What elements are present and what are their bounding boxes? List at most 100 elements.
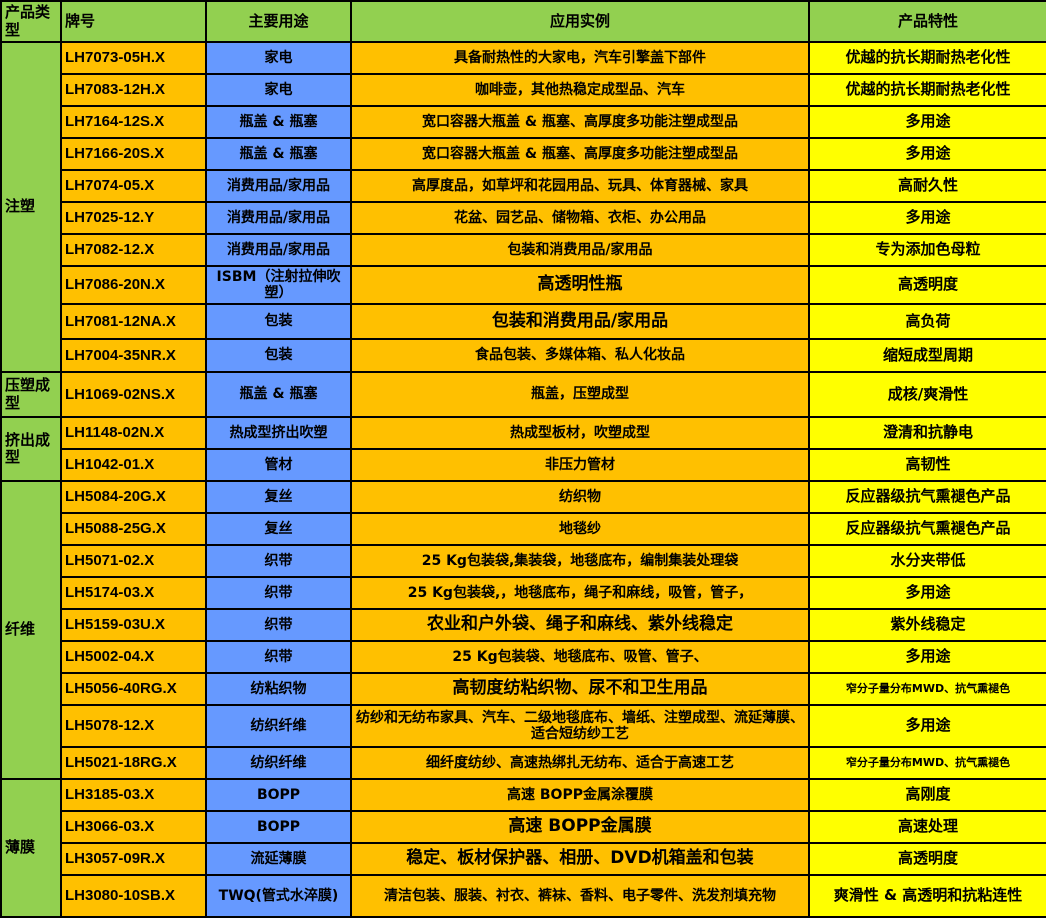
table-row: LH7164-12S.X 瓶盖 & 瓶塞 宽口容器大瓶盖 & 瓶塞、高厚度多功能注塑… — [1, 105, 1046, 139]
application-cell: 包装和消费用品/家用品 — [350, 303, 810, 340]
use-cell: 消费用品/家用品 — [205, 201, 352, 235]
application-cell: 稳定、板材保护器、相册、DVD机箱盖和包装 — [350, 842, 810, 876]
feature-cell: 窄分子量分布MWD、抗气熏褪色 — [808, 672, 1046, 706]
use-cell: 复丝 — [205, 512, 352, 546]
use-cell: 织带 — [205, 640, 352, 674]
use-cell: 织带 — [205, 576, 352, 610]
brand-cell: LH5088-25G.X — [60, 512, 207, 546]
use-cell: 热成型挤出吹塑 — [205, 416, 352, 450]
use-cell: 流延薄膜 — [205, 842, 352, 876]
table-row: LH7025-12.Y 消费用品/家用品 花盆、园艺品、储物箱、衣柜、办公用品 多用途 — [1, 201, 1046, 235]
use-cell: 家电 — [205, 73, 352, 107]
feature-cell: 窄分子量分布MWD、抗气熏褪色 — [808, 746, 1046, 780]
brand-cell: LH5084-20G.X — [60, 480, 207, 514]
feature-cell: 专为添加色母粒 — [808, 233, 1046, 267]
application-cell: 宽口容器大瓶盖 & 瓶塞、高厚度多功能注塑成型品 — [350, 105, 810, 139]
table-row: LH5071-02.X 织带 25 Kg包装袋,集装袋，地毯底布，编制集装处理袋 水分… — [1, 544, 1046, 578]
brand-cell: LH7086-20N.X — [60, 265, 207, 305]
table-row: LH5174-03.X 织带 25 Kg包装袋,，地毯底布，绳子和麻线，吸管，管子，… — [1, 576, 1046, 610]
table-row: LH7166-20S.X 瓶盖 & 瓶塞 宽口容器大瓶盖 & 瓶塞、高厚度多功能注塑… — [1, 137, 1046, 171]
feature-cell: 高韧性 — [808, 448, 1046, 482]
header-application: 应用实例 — [350, 0, 810, 43]
application-cell: 热成型板材，吹塑成型 — [350, 416, 810, 450]
brand-cell: LH5159-03U.X — [60, 608, 207, 642]
table-row: LH5088-25G.X 复丝 地毯纱 反应器级抗气熏褪色产品 — [1, 512, 1046, 546]
application-cell: 农业和户外袋、绳子和麻线、紫外线稳定 — [350, 608, 810, 642]
brand-cell: LH1148-02N.X — [60, 416, 207, 450]
feature-cell: 澄清和抗静电 — [808, 416, 1046, 450]
category-cell: 压塑成型 — [0, 371, 62, 418]
brand-cell: LH7166-20S.X — [60, 137, 207, 171]
category-cell: 纤维 — [0, 480, 62, 780]
application-cell: 高透明性瓶 — [350, 265, 810, 305]
header-category: 产品类型 — [0, 0, 62, 43]
feature-cell: 优越的抗长期耐热老化性 — [808, 41, 1046, 75]
application-cell: 细纤度纺纱、高速热绑扎无纺布、适合于高速工艺 — [350, 746, 810, 780]
use-cell: 织带 — [205, 544, 352, 578]
application-cell: 高厚度品，如草坪和花园用品、玩具、体育器械、家具 — [350, 169, 810, 203]
use-cell: 包装 — [205, 338, 352, 373]
use-cell: 消费用品/家用品 — [205, 233, 352, 267]
brand-cell: LH5071-02.X — [60, 544, 207, 578]
feature-cell: 多用途 — [808, 640, 1046, 674]
brand-cell: LH1069-02NS.X — [60, 371, 207, 418]
category-cell: 薄膜 — [0, 778, 62, 918]
table-row: LH5078-12.X 纺织纤维 纺纱和无纺布家具、汽车、二级地毯底布、墙纸、注塑成… — [1, 704, 1046, 748]
header-use: 主要用途 — [205, 0, 352, 43]
use-cell: 管材 — [205, 448, 352, 482]
table-row: LH7081-12NA.X 包装 包装和消费用品/家用品 高负荷 — [1, 303, 1046, 340]
use-cell: 复丝 — [205, 480, 352, 514]
feature-cell: 多用途 — [808, 704, 1046, 748]
application-cell: 宽口容器大瓶盖 & 瓶塞、高厚度多功能注塑成型品 — [350, 137, 810, 171]
brand-cell: LH5056-40RG.X — [60, 672, 207, 706]
application-cell: 咖啡壶，其他热稳定成型品、汽车 — [350, 73, 810, 107]
use-cell: 瓶盖 & 瓶塞 — [205, 105, 352, 139]
table-row: 压塑成型 LH1069-02NS.X 瓶盖 & 瓶塞 瓶盖，压塑成型 成核/爽滑性 — [0, 371, 1046, 418]
application-cell: 高韧度纺粘织物、尿不和卫生用品 — [350, 672, 810, 706]
use-cell: BOPP — [205, 778, 352, 812]
application-cell: 25 Kg包装袋,集装袋，地毯底布，编制集装处理袋 — [350, 544, 810, 578]
feature-cell: 多用途 — [808, 576, 1046, 610]
use-cell: BOPP — [205, 810, 352, 844]
feature-cell: 水分夹带低 — [808, 544, 1046, 578]
table-row: LH3080-10SB.X TWQ(管式水淬膜) 清洁包装、服装、衬衣、裤袜、香料、… — [1, 874, 1046, 918]
application-cell: 纺织物 — [350, 480, 810, 514]
table-row: LH3066-03.X BOPP 高速 BOPP金属膜 高速处理 — [1, 810, 1046, 844]
table-row: LH7082-12.X 消费用品/家用品 包装和消费用品/家用品 专为添加色母粒 — [1, 233, 1046, 267]
table-row: LH7086-20N.X ISBM（注射拉伸吹塑） 高透明性瓶 高透明度 — [1, 265, 1046, 305]
use-cell: TWQ(管式水淬膜) — [205, 874, 352, 918]
application-cell: 高速 BOPP金属涂覆膜 — [350, 778, 810, 812]
feature-cell: 成核/爽滑性 — [808, 371, 1046, 418]
brand-cell: LH7082-12.X — [60, 233, 207, 267]
use-cell: 消费用品/家用品 — [205, 169, 352, 203]
brand-cell: LH7025-12.Y — [60, 201, 207, 235]
brand-cell: LH5002-04.X — [60, 640, 207, 674]
category-cell: 挤出成型 — [0, 416, 62, 482]
feature-cell: 高刚度 — [808, 778, 1046, 812]
header-row: 产品类型 牌号 主要用途 应用实例 产品特性 — [0, 0, 1046, 43]
table-row: LH5002-04.X 织带 25 Kg包装袋、地毯底布、吸管、管子、 多用途 — [1, 640, 1046, 674]
table-row: LH5021-18RG.X 纺织纤维 细纤度纺纱、高速热绑扎无纺布、适合于高速工艺窄… — [1, 746, 1046, 780]
table-row: LH1042-01.X 管材 非压力管材 高韧性 — [1, 448, 1046, 482]
use-cell: 织带 — [205, 608, 352, 642]
brand-cell: LH7164-12S.X — [60, 105, 207, 139]
application-cell: 地毯纱 — [350, 512, 810, 546]
feature-cell: 多用途 — [808, 137, 1046, 171]
table-row: LH5159-03U.X 织带 农业和户外袋、绳子和麻线、紫外线稳定 紫外线稳定 — [1, 608, 1046, 642]
brand-cell: LH1042-01.X — [60, 448, 207, 482]
feature-cell: 反应器级抗气熏褪色产品 — [808, 512, 1046, 546]
use-cell: 家电 — [205, 41, 352, 75]
use-cell: ISBM（注射拉伸吹塑） — [205, 265, 352, 305]
brand-cell: LH7081-12NA.X — [60, 303, 207, 340]
header-brand: 牌号 — [60, 0, 207, 43]
application-cell: 25 Kg包装袋,，地毯底布，绳子和麻线，吸管，管子， — [350, 576, 810, 610]
application-cell: 具备耐热性的大家电，汽车引擎盖下部件 — [350, 41, 810, 75]
feature-cell: 多用途 — [808, 201, 1046, 235]
use-cell: 纺织纤维 — [205, 704, 352, 748]
table-row: LH7004-35NR.X 包装 食品包装、多媒体箱、私人化妆品 缩短成型周期 — [1, 338, 1046, 373]
use-cell: 纺织纤维 — [205, 746, 352, 780]
feature-cell: 高速处理 — [808, 810, 1046, 844]
feature-cell: 紫外线稳定 — [808, 608, 1046, 642]
brand-cell: LH5021-18RG.X — [60, 746, 207, 780]
